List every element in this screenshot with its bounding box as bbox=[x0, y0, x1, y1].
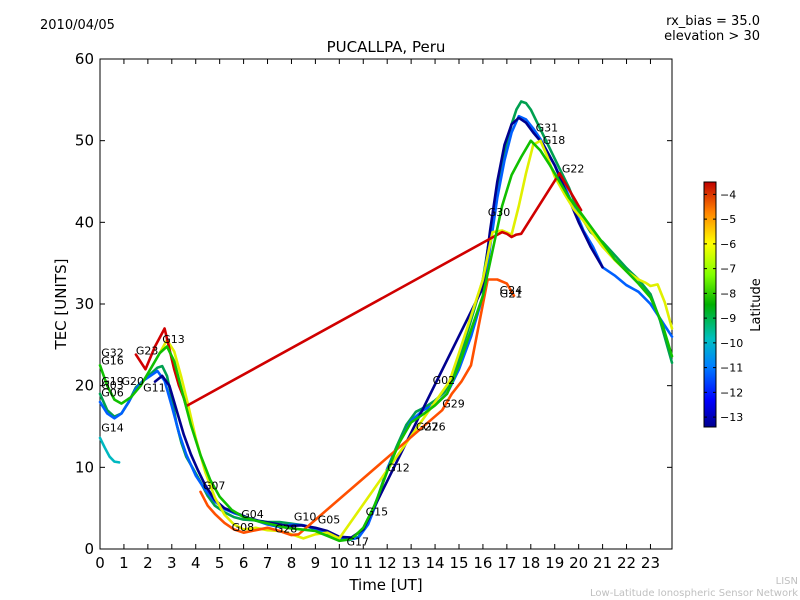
x-axis-label: Time [UT] bbox=[348, 576, 422, 594]
satellite-label: G17 bbox=[347, 536, 370, 549]
y-tick-label: 10 bbox=[75, 458, 94, 476]
y-tick-label: 40 bbox=[75, 213, 94, 231]
satellite-label: G29 bbox=[442, 398, 465, 411]
x-tick-label: 16 bbox=[473, 554, 492, 572]
y-tick-label: 0 bbox=[84, 540, 94, 558]
satellite-label: G26 bbox=[423, 421, 446, 434]
satellite-label: G15 bbox=[366, 506, 389, 519]
satellite-label: G20 bbox=[122, 375, 145, 388]
x-tick-label: 1 bbox=[119, 554, 129, 572]
lisn-label: LISN bbox=[775, 576, 798, 587]
rx-bias-label: rx_bias = 35.0 bbox=[666, 14, 760, 29]
x-tick-label: 3 bbox=[167, 554, 177, 572]
colorbar-tick-label: −12 bbox=[720, 386, 743, 399]
x-tick-label: 2 bbox=[143, 554, 153, 572]
satellite-label: G08 bbox=[232, 521, 255, 534]
colorbar-tick-label: −11 bbox=[720, 362, 743, 375]
x-tick-label: 18 bbox=[521, 554, 540, 572]
x-tick-label: 5 bbox=[215, 554, 225, 572]
y-tick-label: 30 bbox=[75, 295, 94, 313]
x-tick-label: 17 bbox=[497, 554, 516, 572]
series-line-4 bbox=[158, 139, 674, 540]
satellite-label: G22 bbox=[562, 163, 585, 176]
x-tick-label: 23 bbox=[641, 554, 660, 572]
series-line-8 bbox=[98, 436, 121, 464]
lisn-network-label: Low-Latitude Ionospheric Sensor Network bbox=[590, 588, 798, 599]
colorbar-ticks: −13 −12 −11 −10 −9 −8 −7 −6 −5 −4 bbox=[704, 188, 743, 424]
series-line-7 bbox=[98, 139, 674, 543]
y-axis-label: TEC [UNITS] bbox=[52, 259, 70, 351]
x-tick-label: 20 bbox=[569, 554, 588, 572]
x-tick-label: 15 bbox=[449, 554, 468, 572]
satellite-label: G28 bbox=[275, 523, 298, 536]
satellite-label: G16 bbox=[101, 354, 124, 367]
satellite-label: G14 bbox=[101, 421, 124, 434]
y-tick-label: 50 bbox=[75, 132, 94, 150]
satellite-label: G04 bbox=[241, 508, 264, 521]
satellite-label: G32 bbox=[101, 346, 124, 359]
x-tick-label: 19 bbox=[545, 554, 564, 572]
x-tick-label: 6 bbox=[239, 554, 249, 572]
x-tick-label: 7 bbox=[263, 554, 273, 572]
colorbar-tick-label: −6 bbox=[720, 238, 736, 251]
colorbar bbox=[703, 181, 717, 428]
series-line-3 bbox=[153, 116, 604, 539]
satellite-label: G23 bbox=[136, 345, 159, 358]
satellite-label: G11 bbox=[143, 381, 166, 394]
satellite-label: G24 bbox=[500, 284, 523, 297]
colorbar-tick-label: −7 bbox=[720, 263, 736, 276]
satellite-label: G30 bbox=[488, 206, 511, 219]
series-layer bbox=[98, 100, 674, 543]
x-tick-label: 9 bbox=[311, 554, 321, 572]
satellite-label: G05 bbox=[318, 514, 341, 527]
x-tick-label: 8 bbox=[287, 554, 297, 572]
elevation-label: elevation > 30 bbox=[664, 29, 760, 44]
satellite-label: G21 bbox=[500, 287, 523, 300]
date-label: 2010/04/05 bbox=[40, 18, 115, 33]
satellite-label: G18 bbox=[543, 134, 566, 147]
satellite-label: G07 bbox=[203, 479, 226, 492]
x-tick-label: 10 bbox=[330, 554, 349, 572]
x-tick-label: 11 bbox=[354, 554, 373, 572]
satellite-label: G13 bbox=[162, 333, 185, 346]
x-tick-label: 21 bbox=[593, 554, 612, 572]
axes: 0 1 2 3 4 5 6 7 8 9 10 11 12 13 14 15 16 17 18 19 20 21 22 2301… bbox=[75, 50, 672, 572]
y-tick-label: 20 bbox=[75, 377, 94, 395]
colorbar-tick-label: −8 bbox=[720, 287, 736, 300]
satellite-label: G31 bbox=[536, 122, 559, 135]
satellite-label: G27 bbox=[416, 421, 439, 434]
satellite-label: G02 bbox=[433, 374, 456, 387]
satellite-label: G12 bbox=[387, 461, 410, 474]
colorbar-tick-label: −4 bbox=[720, 188, 736, 201]
satellite-label: G06 bbox=[101, 386, 124, 399]
colorbar-tick-label: −13 bbox=[720, 411, 743, 424]
x-tick-label: 12 bbox=[378, 554, 397, 572]
satellite-label: G03 bbox=[101, 379, 124, 392]
satellite-label: G19 bbox=[101, 375, 124, 388]
x-tick-label: 0 bbox=[95, 554, 105, 572]
chart-title: PUCALLPA, Peru bbox=[326, 38, 446, 56]
y-tick-label: 60 bbox=[75, 50, 94, 68]
colorbar-tick-label: −9 bbox=[720, 312, 736, 325]
colorbar-tick-label: −5 bbox=[720, 213, 736, 226]
colorbar-label: Latitude bbox=[749, 278, 764, 332]
x-tick-label: 14 bbox=[426, 554, 445, 572]
satellite-label: G10 bbox=[294, 510, 317, 523]
x-tick-label: 22 bbox=[617, 554, 636, 572]
colorbar-tick-label: −10 bbox=[720, 337, 743, 350]
series-line-6 bbox=[134, 172, 583, 408]
x-tick-label: 4 bbox=[191, 554, 201, 572]
x-tick-label: 13 bbox=[402, 554, 421, 572]
